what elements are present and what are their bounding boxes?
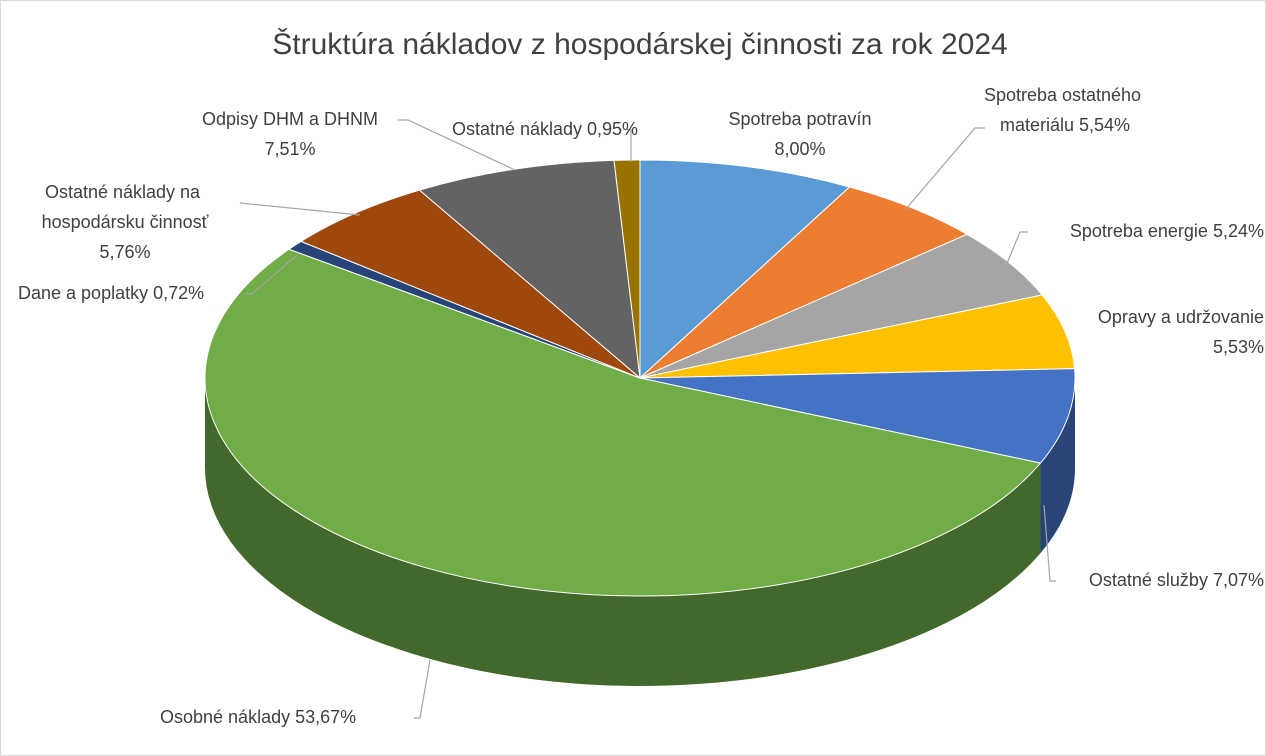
data-label-name: Opravy a udržovanie — [1098, 307, 1264, 327]
pie-slice — [639, 186, 969, 379]
pie-slice — [639, 233, 1044, 379]
data-label-name: Spotreba ostatného materiálu — [984, 85, 1146, 135]
data-label-value: 53,67% — [295, 707, 356, 727]
pie-slice — [613, 159, 641, 379]
data-label-value: 5,54% — [1079, 115, 1130, 135]
data-label-name: Osobné náklady — [160, 707, 290, 727]
data-label-value: 5,53% — [1213, 337, 1264, 357]
data-label-value: 5,24% — [1213, 221, 1264, 241]
leader-line — [398, 119, 516, 171]
data-labels: Spotreba potravín 8,00% Spotreba ostatného… — [18, 85, 1264, 727]
leader-line — [627, 129, 632, 162]
leader-line — [1043, 504, 1056, 582]
pie-slice — [639, 159, 851, 380]
pie-slice — [639, 368, 1076, 464]
data-label-name: Odpisy DHM a DHNM — [202, 109, 378, 129]
pie-slice — [204, 248, 1042, 597]
data-label-value: 0,95% — [587, 119, 638, 139]
data-label-name: Spotreba energie — [1070, 221, 1208, 241]
leader-line — [999, 231, 1028, 281]
pie-slice — [299, 189, 641, 379]
data-label-value: 0,72% — [153, 283, 204, 303]
data-label-name: Ostatné služby — [1089, 570, 1208, 590]
data-label-value: 8,00% — [774, 139, 825, 159]
data-label-name: Ostatné náklady — [452, 119, 582, 139]
pie-slice — [639, 294, 1076, 379]
leader-line — [246, 254, 298, 295]
leader-line — [239, 202, 361, 216]
data-label-name: Spotreba potravín — [728, 109, 871, 129]
chart-title: Štruktúra nákladov z hospodárskej činnos… — [272, 27, 1007, 61]
data-label-value: 7,51% — [264, 139, 315, 159]
pie-slice-side — [205, 378, 1041, 686]
data-label-name: Dane a poplatky — [18, 283, 148, 303]
data-label-value: 5,76% — [99, 242, 150, 262]
leader-line — [904, 127, 985, 211]
data-label-value: 7,07% — [1213, 570, 1264, 590]
data-label-name: Ostatné náklady na hospodársku činnosť — [42, 182, 209, 232]
leader-line — [414, 659, 431, 719]
pie-tops — [204, 159, 1076, 597]
leader-lines — [239, 119, 1056, 719]
